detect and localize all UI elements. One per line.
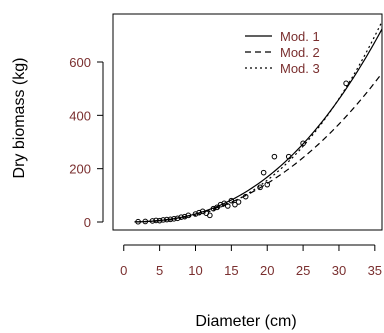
data-point-6 [164,216,170,223]
plot-frame [112,13,383,231]
data-point-18 [210,205,217,212]
data-point-31 [285,153,292,160]
legend-label-1: Mod. 1 [280,29,320,44]
x-tick-label-1: 5 [156,263,163,278]
data-point-10 [178,214,184,220]
data-point-1 [142,218,149,225]
data-point-32 [300,140,306,147]
data-point-0 [135,218,141,225]
y-tick-label-0: 0 [84,215,91,230]
data-point-28 [260,169,267,176]
x-tick-label-6: 30 [332,263,346,278]
data-point-9 [174,215,181,222]
data-point-20 [217,201,224,208]
y-tick-label-1: 200 [69,162,91,177]
legend-label-2: Mod. 2 [280,45,320,60]
y-axis-title: Dry biomass (kg) [11,58,28,179]
data-point-13 [192,211,199,217]
data-point-29 [264,181,271,188]
data-point-23 [228,197,235,204]
data-point-14 [196,209,202,216]
data-point-27 [257,184,263,191]
data-point-21 [221,200,227,207]
x-axis-title: Diameter (cm) [195,313,296,330]
data-point-22 [224,203,231,209]
data-point-24 [232,201,238,208]
x-tick-label-7: 35 [368,263,382,278]
y-tick-label-2: 400 [69,108,91,123]
x-tick-label-0: 0 [120,263,127,278]
data-point-2 [149,218,156,224]
data-point-5 [160,217,167,223]
legend-label-3: Mod. 3 [280,61,320,76]
data-point-26 [242,193,249,200]
x-tick-label-2: 10 [188,263,202,278]
data-point-19 [214,204,220,211]
data-point-30 [271,153,278,160]
data-point-17 [207,212,213,219]
data-point-25 [235,199,242,205]
data-point-8 [171,216,177,222]
data-point-11 [181,213,188,220]
data-point-4 [156,217,163,224]
data-point-3 [153,217,159,224]
x-tick-label-5: 25 [296,263,310,278]
x-tick-label-3: 15 [224,263,238,278]
data-point-33 [343,80,349,87]
data-point-7 [167,216,174,223]
series-line-1 [134,28,382,223]
y-tick-label-3: 600 [69,55,91,70]
x-tick-label-4: 20 [260,263,274,278]
series-line-2 [134,72,382,223]
data-point-12 [185,212,192,219]
